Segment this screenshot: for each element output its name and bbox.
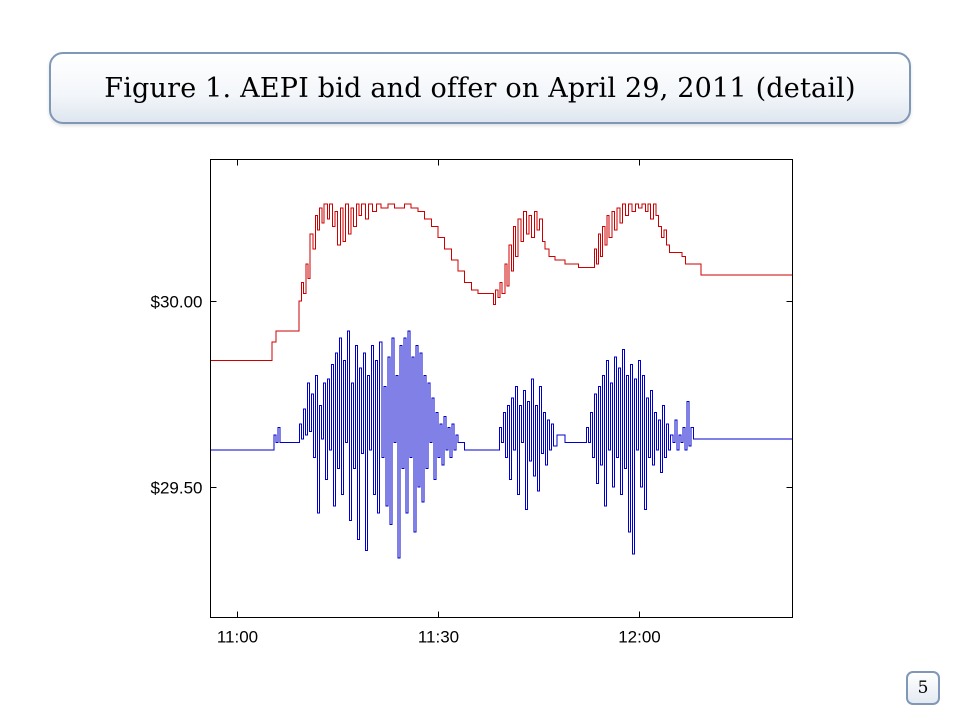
y-tick-label-1: $30.00 xyxy=(151,293,203,312)
title-banner: Figure 1. AEPI bid and offer on April 29… xyxy=(49,52,911,124)
y-tick-label-2: $29.50 xyxy=(151,479,203,498)
x-tick-label-3: 12:00 xyxy=(618,628,661,647)
x-tick-label-2: 11:30 xyxy=(418,628,459,647)
tick-layer: 11:00 11:30 12:00 $30.00 $29.50 xyxy=(151,159,793,647)
series-layer xyxy=(210,203,793,559)
page-number: 5 xyxy=(917,678,929,698)
series-line-2 xyxy=(210,330,793,559)
plot-frame xyxy=(210,159,793,618)
slide-title: Figure 1. AEPI bid and offer on April 29… xyxy=(104,72,856,104)
page-number-badge: 5 xyxy=(906,671,940,705)
x-tick-label-1: 11:00 xyxy=(217,628,258,647)
series-line-1 xyxy=(210,203,793,362)
